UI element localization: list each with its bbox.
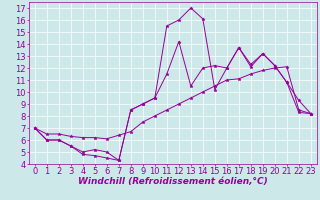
X-axis label: Windchill (Refroidissement éolien,°C): Windchill (Refroidissement éolien,°C) [78,177,268,186]
